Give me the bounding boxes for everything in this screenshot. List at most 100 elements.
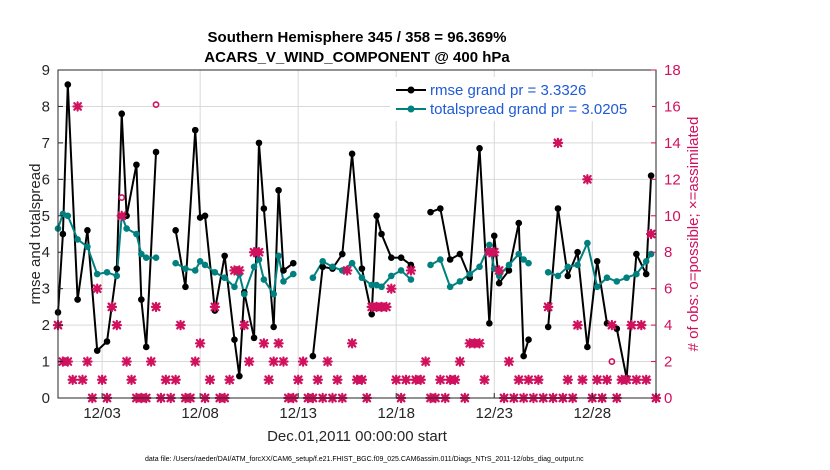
chart-title-line-1: Southern Hemisphere 345 / 358 = 96.369% (208, 29, 507, 46)
totalspread-point (466, 270, 474, 278)
totalspread-segment (135, 233, 143, 255)
obs-assimilated-marker (234, 265, 245, 276)
rmse-point (397, 254, 405, 261)
totalspread-point (525, 259, 532, 267)
obs-assimilated-marker (391, 374, 402, 385)
rmse-point (368, 310, 376, 318)
totalspread-point (309, 274, 317, 282)
rmse-segment (257, 142, 265, 209)
y-tick-label: 1 (42, 354, 50, 371)
rmse-segment (635, 253, 648, 275)
totalspread-point (182, 265, 189, 272)
legend-spread-marker (407, 105, 415, 113)
rmse-segment (174, 230, 187, 288)
rmse-point (456, 250, 464, 258)
totalspread-point (196, 258, 204, 265)
rmse-segment (351, 153, 363, 269)
rmse-point (476, 145, 483, 152)
rmse-segment (277, 190, 285, 271)
x-tick-label: 12/03 (83, 405, 121, 422)
legend-box (390, 77, 652, 121)
rmse-point (275, 186, 282, 194)
obs-assimilated-marker (386, 283, 397, 294)
totalspread-point (142, 254, 150, 261)
rmse-point (270, 323, 277, 331)
totalspread-point (250, 263, 258, 271)
x-tick-label: 12/18 (377, 405, 415, 422)
x-tick-label: 12/13 (279, 405, 317, 422)
rmse-segment (57, 233, 64, 313)
rmse-segment (184, 130, 197, 287)
obs-assimilated-marker (341, 265, 353, 276)
obs-assimilated-marker (278, 356, 289, 367)
rmse-point (642, 270, 650, 278)
totalspread-point (348, 259, 356, 267)
obs-assimilated-marker (209, 301, 221, 313)
obs-assimilated-marker (346, 338, 358, 349)
rmse-point (358, 265, 366, 272)
obs-assimilated-marker (332, 374, 343, 385)
obs-assimilated-marker (253, 247, 265, 258)
totalspread-point (554, 272, 562, 280)
y2-tick-label: 2 (664, 354, 672, 371)
rmse-segment (517, 223, 525, 357)
totalspread-segment (576, 242, 589, 266)
obs-assimilated-marker (145, 356, 157, 367)
rmse-segment (576, 252, 589, 348)
rmse-point (388, 254, 395, 261)
y2-tick-label: 16 (664, 98, 681, 115)
y2-tick-label: 4 (664, 317, 672, 334)
totalspread-point (191, 267, 199, 274)
totalspread-point (603, 274, 611, 282)
rmse-segment (243, 292, 256, 339)
obs-assimilated-marker (160, 374, 172, 385)
obs-assimilated-marker (258, 338, 270, 349)
legend-spread-text: totalspread grand pr = 3.0205 (430, 101, 627, 118)
rmse-point (437, 205, 444, 212)
totalspread-point (584, 239, 591, 247)
rmse-segment (140, 299, 148, 348)
obs-assimilated-marker (601, 374, 613, 385)
y2-axis-label: # of obs: o=possible; ×=assimilated (685, 117, 702, 352)
rmse-point (633, 250, 640, 258)
totalspread-segment (257, 259, 265, 280)
y-tick-label: 9 (42, 62, 50, 79)
rmse-point (231, 336, 238, 343)
obs-assimilated-marker (435, 374, 446, 385)
totalspread-point (623, 274, 630, 282)
rmse-segment (380, 233, 393, 259)
obs-assimilated-marker (67, 374, 78, 385)
chart-title-line-2: ACARS_V_WIND_COMPONENT @ 400 hPa (204, 49, 510, 66)
obs-assimilated-marker (239, 319, 250, 331)
totalspread-point (437, 256, 444, 263)
obs-assimilated-marker (449, 374, 461, 385)
rmse-segment (223, 255, 236, 340)
obs-possible-marker (118, 194, 126, 201)
obs-assimilated-marker (356, 374, 368, 385)
totalspread-point (564, 263, 572, 271)
totalspread-point (613, 278, 621, 285)
rmse-segment (120, 113, 128, 216)
y2-tick-label: 14 (664, 135, 681, 152)
totalspread-point (172, 259, 179, 267)
rmse-point (486, 319, 493, 327)
rmse-segment (76, 230, 89, 300)
rmse-point (446, 256, 454, 263)
rmse-point (520, 352, 527, 360)
rmse-segment (145, 151, 158, 348)
rmse-segment (566, 251, 579, 277)
totalspread-point (260, 276, 268, 283)
obs-assimilated-marker (400, 374, 412, 385)
obs-assimilated-marker (552, 137, 564, 149)
axes-layer: 12/03 12/08 12/13 12/18 12/23 12/280123456789… (42, 62, 681, 422)
y-tick-label: 4 (42, 244, 50, 261)
rmse-segment (439, 208, 452, 260)
totalspread-point (495, 272, 503, 280)
obs-assimilated-marker (292, 374, 304, 385)
totalspread-point (138, 250, 145, 258)
obs-assimilated-marker (116, 210, 127, 221)
totalspread-point (84, 243, 91, 251)
totalspread-point (270, 290, 277, 298)
obs-assimilated-marker (626, 319, 637, 331)
